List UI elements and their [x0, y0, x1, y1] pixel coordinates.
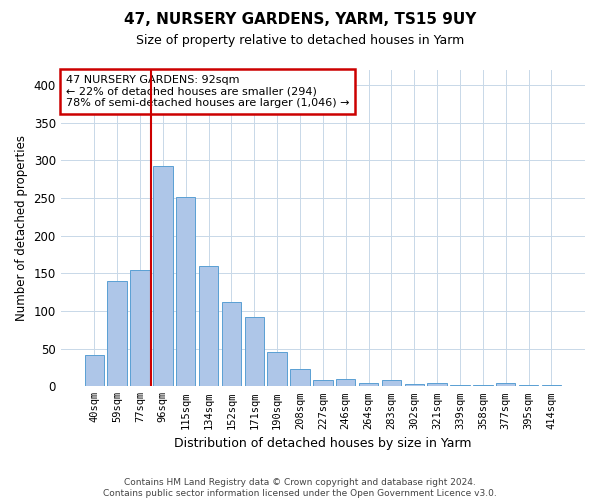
Bar — [359, 382, 378, 386]
Bar — [542, 385, 561, 386]
Bar — [199, 266, 218, 386]
Bar — [176, 198, 196, 386]
Bar — [268, 352, 287, 386]
Bar — [290, 369, 310, 386]
Bar — [496, 384, 515, 386]
Bar — [473, 385, 493, 386]
Bar — [130, 270, 149, 386]
Bar — [382, 380, 401, 386]
Bar — [450, 385, 470, 386]
Text: Size of property relative to detached houses in Yarm: Size of property relative to detached ho… — [136, 34, 464, 47]
Bar — [336, 379, 355, 386]
X-axis label: Distribution of detached houses by size in Yarm: Distribution of detached houses by size … — [174, 437, 472, 450]
Bar — [427, 384, 447, 386]
Bar — [404, 384, 424, 386]
Bar — [221, 302, 241, 386]
Text: 47, NURSERY GARDENS, YARM, TS15 9UY: 47, NURSERY GARDENS, YARM, TS15 9UY — [124, 12, 476, 28]
Y-axis label: Number of detached properties: Number of detached properties — [15, 135, 28, 321]
Bar — [519, 385, 538, 386]
Bar — [107, 281, 127, 386]
Text: 47 NURSERY GARDENS: 92sqm
← 22% of detached houses are smaller (294)
78% of semi: 47 NURSERY GARDENS: 92sqm ← 22% of detac… — [66, 74, 349, 108]
Bar — [85, 354, 104, 386]
Text: Contains HM Land Registry data © Crown copyright and database right 2024.
Contai: Contains HM Land Registry data © Crown c… — [103, 478, 497, 498]
Bar — [245, 317, 264, 386]
Bar — [313, 380, 332, 386]
Bar — [153, 166, 173, 386]
